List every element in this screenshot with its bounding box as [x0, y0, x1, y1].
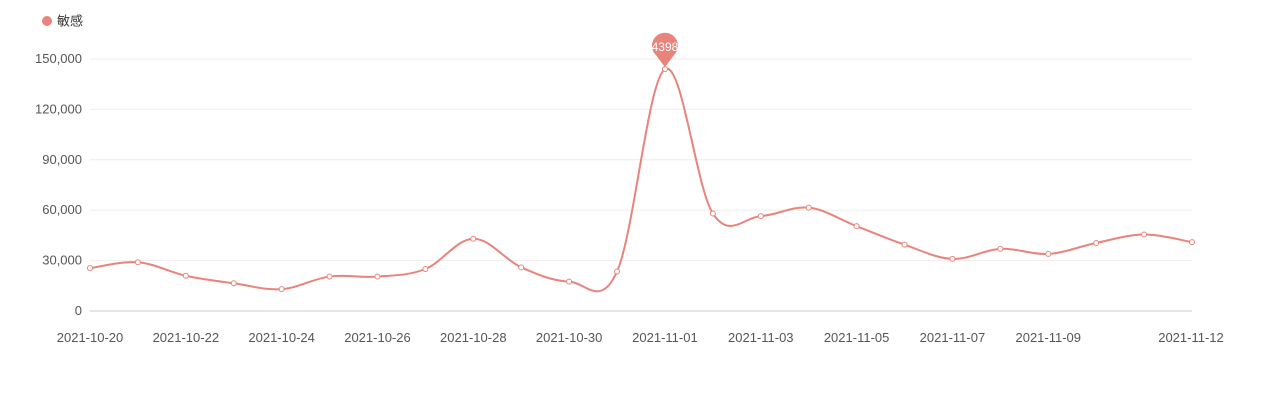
y-tick-label: 90,000 [42, 152, 82, 167]
x-tick-label: 2021-10-22 [153, 330, 220, 345]
data-point[interactable] [87, 265, 93, 272]
data-point[interactable] [997, 245, 1004, 252]
grid-lines [90, 58, 1192, 312]
data-point[interactable] [757, 213, 764, 220]
data-point[interactable] [1189, 239, 1195, 246]
legend[interactable]: 敏感 [42, 14, 83, 30]
x-tick-label: 2021-11-12 [1158, 330, 1224, 345]
data-point[interactable] [134, 259, 141, 266]
max-pin[interactable] [651, 32, 678, 68]
data-point[interactable] [470, 235, 477, 242]
x-tick-label: 2021-10-26 [344, 330, 411, 345]
data-point[interactable] [614, 268, 621, 275]
data-point[interactable] [661, 66, 668, 73]
data-point[interactable] [853, 223, 860, 230]
data-point[interactable] [1141, 231, 1148, 238]
data-point[interactable] [805, 204, 812, 211]
y-tick-label: 30,000 [42, 253, 82, 268]
series-line [89, 67, 1193, 293]
x-tick-label: 2021-11-01 [632, 330, 698, 345]
data-point[interactable] [518, 264, 525, 271]
data-point[interactable] [566, 278, 573, 285]
data-point[interactable] [230, 280, 237, 287]
y-tick-label: 150,000 [35, 51, 82, 66]
legend-marker[interactable] [42, 16, 52, 26]
x-tick-label: 2021-10-30 [536, 330, 603, 345]
max-marker: 143984 [645, 32, 685, 68]
x-tick-label: 2021-10-20 [57, 330, 124, 345]
max-pin-label: 143984 [645, 40, 685, 54]
y-axis: 0 30,000 60,000 90,000 120,000 150,000 [35, 51, 82, 318]
y-tick-label: 60,000 [42, 202, 82, 217]
data-point[interactable] [374, 273, 381, 280]
data-point[interactable] [709, 210, 716, 217]
y-tick-label: 0 [75, 303, 82, 318]
x-tick-label: 2021-10-28 [440, 330, 507, 345]
data-point[interactable] [949, 255, 956, 262]
data-point[interactable] [1093, 239, 1100, 246]
x-tick-label: 2021-11-09 [1015, 330, 1081, 345]
data-point[interactable] [278, 286, 285, 293]
x-tick-label: 2021-11-05 [824, 330, 890, 345]
y-tick-label: 120,000 [35, 101, 82, 116]
data-point[interactable] [326, 273, 333, 280]
x-axis: 2021-10-20 2021-10-22 2021-10-24 2021-10-26… [57, 330, 1224, 345]
data-point[interactable] [182, 272, 189, 279]
data-point[interactable] [422, 266, 429, 272]
series-layer [87, 66, 1195, 293]
data-point[interactable] [901, 241, 908, 248]
x-tick-label: 2021-11-03 [728, 330, 794, 345]
legend-label[interactable]: 敏感 [57, 14, 83, 30]
data-point[interactable] [1045, 250, 1052, 257]
x-tick-label: 2021-11-07 [920, 330, 986, 345]
x-tick-label: 2021-10-24 [248, 330, 315, 345]
